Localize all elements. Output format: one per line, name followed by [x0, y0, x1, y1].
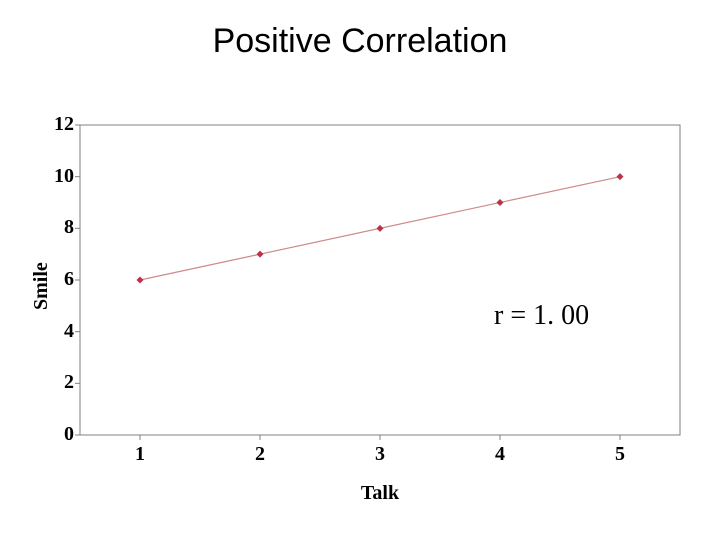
chart-svg — [80, 125, 680, 435]
y-tick-label: 4 — [40, 320, 74, 343]
x-tick-label: 4 — [490, 443, 510, 466]
y-tick-label: 8 — [40, 216, 74, 239]
y-tick-label: 6 — [40, 268, 74, 291]
y-tick-label: 12 — [40, 113, 74, 136]
r-annotation: r = 1. 00 — [494, 300, 589, 332]
y-tick-label: 10 — [40, 165, 74, 188]
y-tick-label: 0 — [40, 423, 74, 446]
y-tick-label: 2 — [40, 371, 74, 394]
chart-title: Positive Correlation — [0, 22, 720, 61]
x-tick-label: 2 — [250, 443, 270, 466]
x-tick-label: 5 — [610, 443, 630, 466]
x-tick-label: 3 — [370, 443, 390, 466]
x-tick-label: 1 — [130, 443, 150, 466]
chart-area — [80, 125, 680, 435]
x-axis-label: Talk — [80, 482, 680, 505]
